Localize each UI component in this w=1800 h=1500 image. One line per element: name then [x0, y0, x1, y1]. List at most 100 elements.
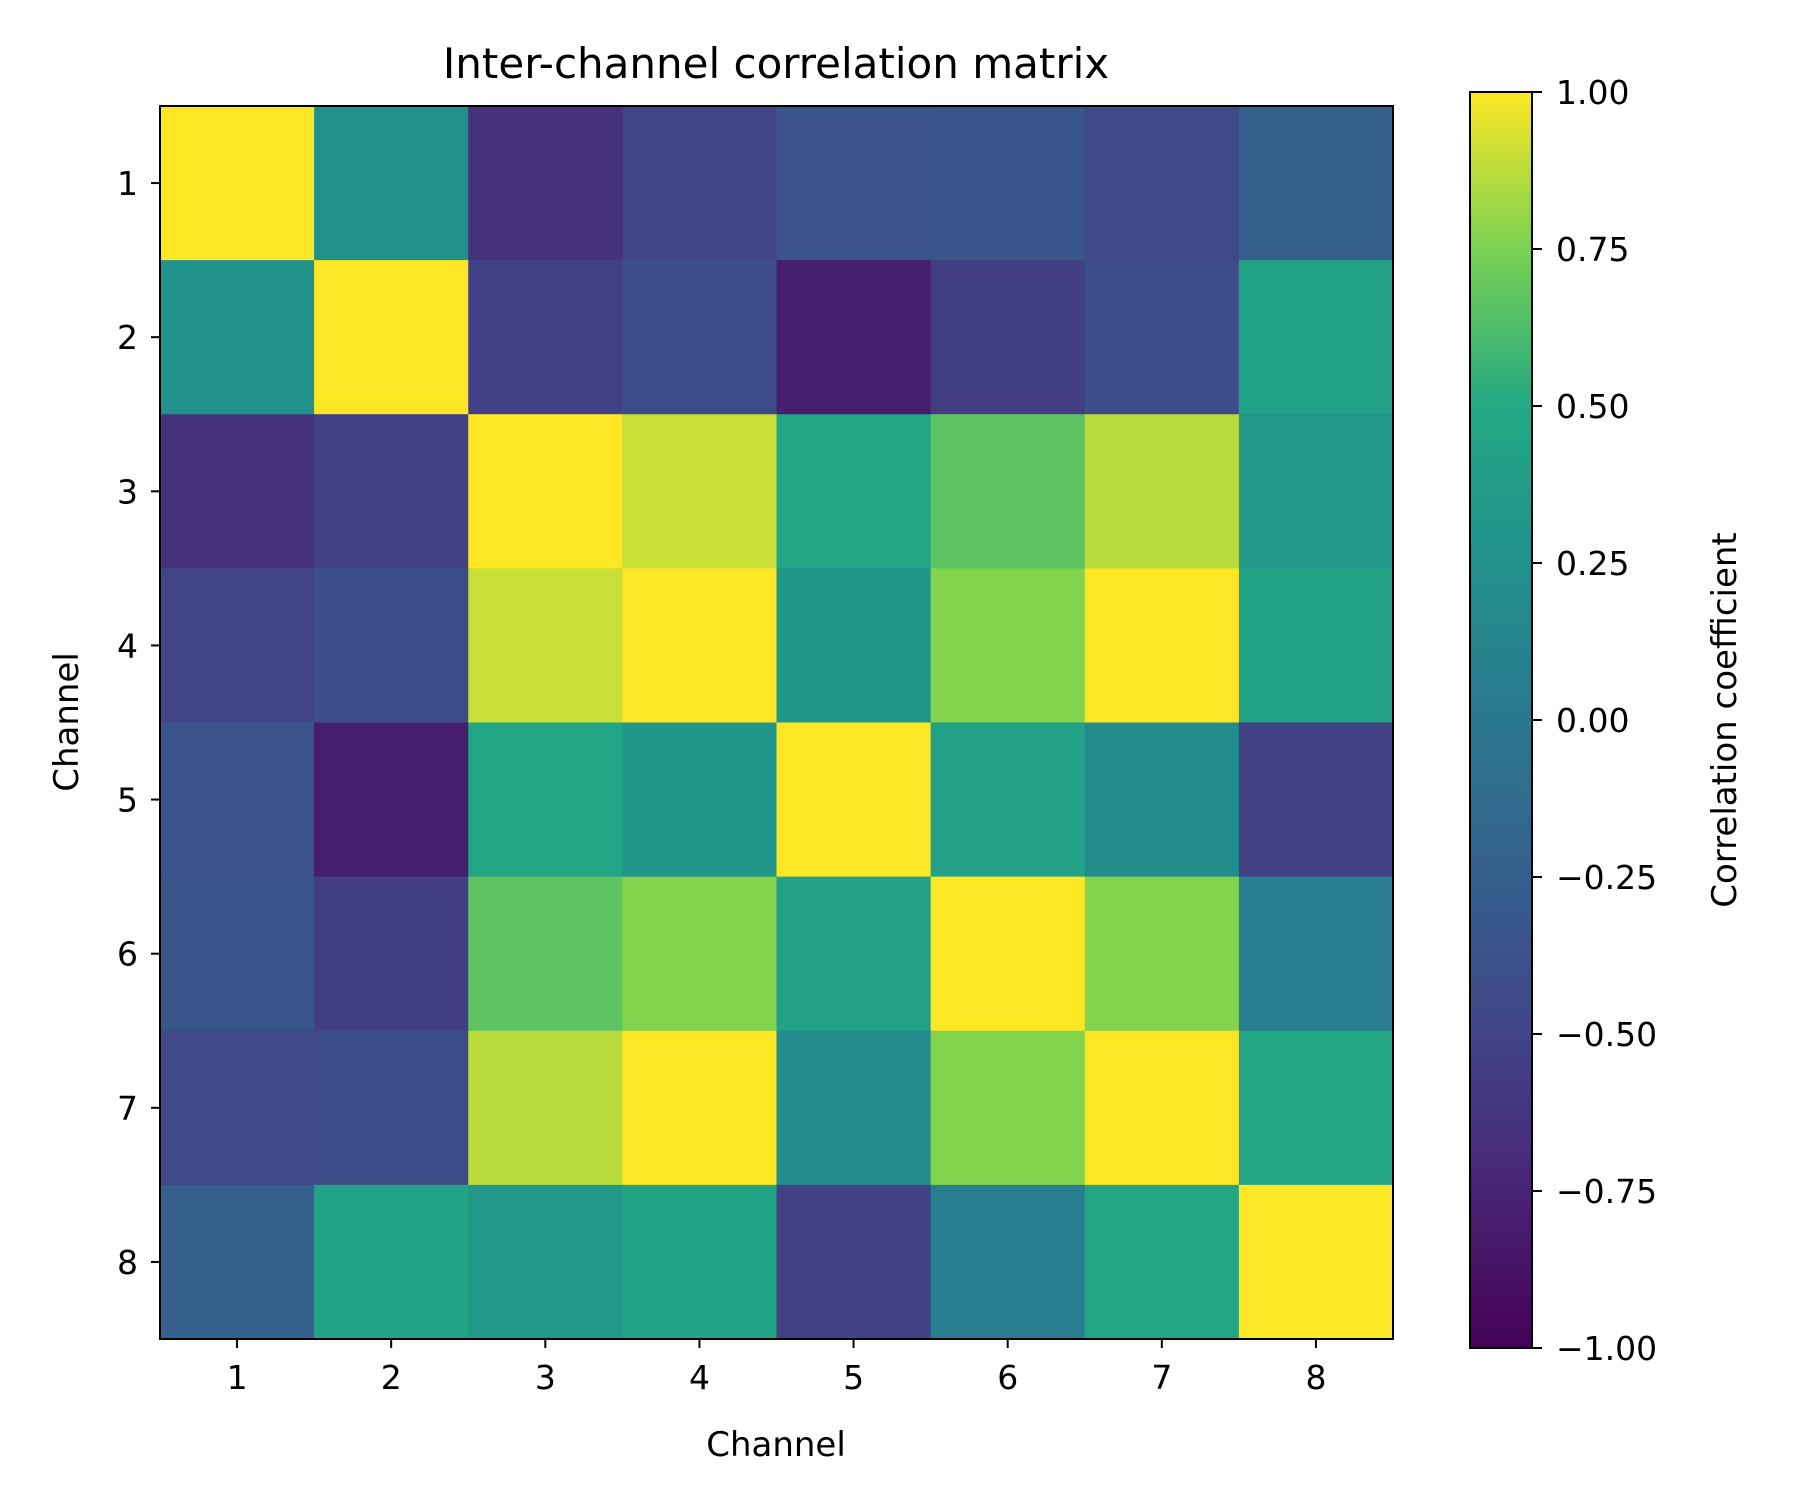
heatmap-cell	[622, 414, 778, 569]
heatmap-cell	[160, 1184, 315, 1340]
heatmap-cell	[930, 106, 1086, 261]
colorbar-tick-label: 0.00	[1556, 701, 1629, 740]
heatmap-cell	[468, 722, 623, 878]
y-tick-label: 6	[117, 935, 138, 974]
heatmap-cell	[160, 876, 315, 1032]
heatmap-cell	[468, 260, 623, 415]
y-tick-label: 5	[117, 781, 138, 820]
colorbar-tick-label: −1.00	[1556, 1329, 1657, 1368]
x-tick-label: 1	[227, 1358, 248, 1397]
x-tick-label: 8	[1305, 1358, 1326, 1397]
y-tick-label: 3	[117, 472, 138, 511]
heatmap-cell	[776, 568, 932, 724]
heatmap-cell	[930, 260, 1086, 415]
heatmap-cell	[930, 722, 1086, 878]
heatmap-cell	[776, 722, 932, 878]
heatmap-cell	[1084, 568, 1240, 724]
heatmap-cell	[1084, 414, 1240, 569]
heatmap-cell	[468, 414, 623, 569]
colorbar-tick-label: −0.50	[1556, 1015, 1657, 1054]
heatmap-cell	[1238, 876, 1394, 1032]
colorbar-tick-label: 0.75	[1556, 230, 1629, 269]
heatmap-cell	[314, 414, 469, 569]
heatmap-cell	[622, 1184, 778, 1340]
heatmap-cell	[622, 876, 778, 1032]
y-axis-label: Channel	[47, 652, 87, 792]
heatmap-cell	[1238, 260, 1394, 415]
y-tick-label: 2	[117, 318, 138, 357]
heatmap-cell	[160, 260, 315, 415]
heatmap-cell	[1238, 722, 1394, 878]
x-axis: 1 2 3 4 5 6 7 8	[227, 1339, 1326, 1397]
heatmap-cell	[1238, 568, 1394, 724]
heatmap-cell	[314, 722, 469, 878]
heatmap-cell	[776, 260, 932, 415]
colorbar-tick-label: 0.50	[1556, 387, 1629, 426]
heatmap-cell	[1084, 876, 1240, 1032]
colorbar-label: Correlation coefficient	[1705, 532, 1745, 908]
heatmap-cell	[930, 876, 1086, 1032]
x-tick-label: 5	[843, 1358, 864, 1397]
heatmap-cell	[1084, 260, 1240, 415]
heatmap-cell	[622, 260, 778, 415]
heatmap-cell	[468, 876, 623, 1032]
colorbar-tick-label: −0.75	[1556, 1172, 1657, 1211]
heatmap-cell	[776, 414, 932, 569]
heatmap-cell	[1084, 106, 1240, 261]
x-tick-label: 6	[997, 1358, 1018, 1397]
chart-title: Inter-channel correlation matrix	[443, 39, 1109, 88]
x-tick-label: 7	[1151, 1358, 1172, 1397]
heatmap-cell	[468, 568, 623, 724]
heatmap-cell	[1084, 1030, 1240, 1186]
heatmap-cell	[1084, 722, 1240, 878]
heatmap-cell	[314, 568, 469, 724]
y-axis: 1 2 3 4 5 6 7 8	[117, 164, 160, 1282]
heatmap-cells	[160, 106, 1394, 1340]
x-tick-label: 2	[381, 1358, 402, 1397]
heatmap-cell	[160, 106, 315, 261]
heatmap-cell	[1238, 1184, 1394, 1340]
heatmap-cell	[1238, 414, 1394, 569]
colorbar-tick-label: −0.25	[1556, 858, 1657, 897]
heatmap-cell	[930, 414, 1086, 569]
colorbar-tick-label: 1.00	[1556, 73, 1629, 112]
heatmap-cell	[622, 106, 778, 261]
heatmap-cell	[1084, 1184, 1240, 1340]
heatmap-cell	[776, 1030, 932, 1186]
heatmap-cell	[776, 1184, 932, 1340]
heatmap-cell	[314, 260, 469, 415]
y-tick-label: 7	[117, 1089, 138, 1128]
colorbar-ticks: 1.00 0.75 0.50 0.25 0.00 −0.25 −0.50 −0.75 −1.00	[1532, 73, 1657, 1368]
heatmap-cell	[622, 1030, 778, 1186]
y-tick-label: 1	[117, 164, 138, 203]
plot-frame	[159, 105, 1394, 1340]
heatmap-cell	[930, 1030, 1086, 1186]
colorbar	[1469, 91, 1533, 1349]
heatmap-cell	[160, 414, 315, 569]
heatmap-cell	[468, 1030, 623, 1186]
heatmap-cell	[930, 1184, 1086, 1340]
colorbar-tick-label: 0.25	[1556, 544, 1629, 583]
heatmap-cell	[622, 568, 778, 724]
heatmap-cell	[468, 106, 623, 261]
heatmap-cell	[1238, 106, 1394, 261]
x-axis-label: Channel	[706, 1425, 846, 1465]
y-tick-label: 4	[117, 626, 138, 665]
heatmap-cell	[160, 722, 315, 878]
heatmap-cell	[776, 876, 932, 1032]
y-tick-label: 8	[117, 1243, 138, 1282]
heatmap-cell	[160, 568, 315, 724]
heatmap-cell	[314, 106, 469, 261]
heatmap-cell	[622, 722, 778, 878]
heatmap-cell	[160, 1030, 315, 1186]
x-tick-label: 4	[689, 1358, 710, 1397]
heatmap-cell	[776, 106, 932, 261]
heatmap-cell	[1238, 1030, 1394, 1186]
heatmap-cell	[468, 1184, 623, 1340]
x-tick-label: 3	[535, 1358, 556, 1397]
heatmap-cell	[930, 568, 1086, 724]
heatmap-cell	[314, 876, 469, 1032]
heatmap-cell	[314, 1184, 469, 1340]
heatmap-cell	[314, 1030, 469, 1186]
